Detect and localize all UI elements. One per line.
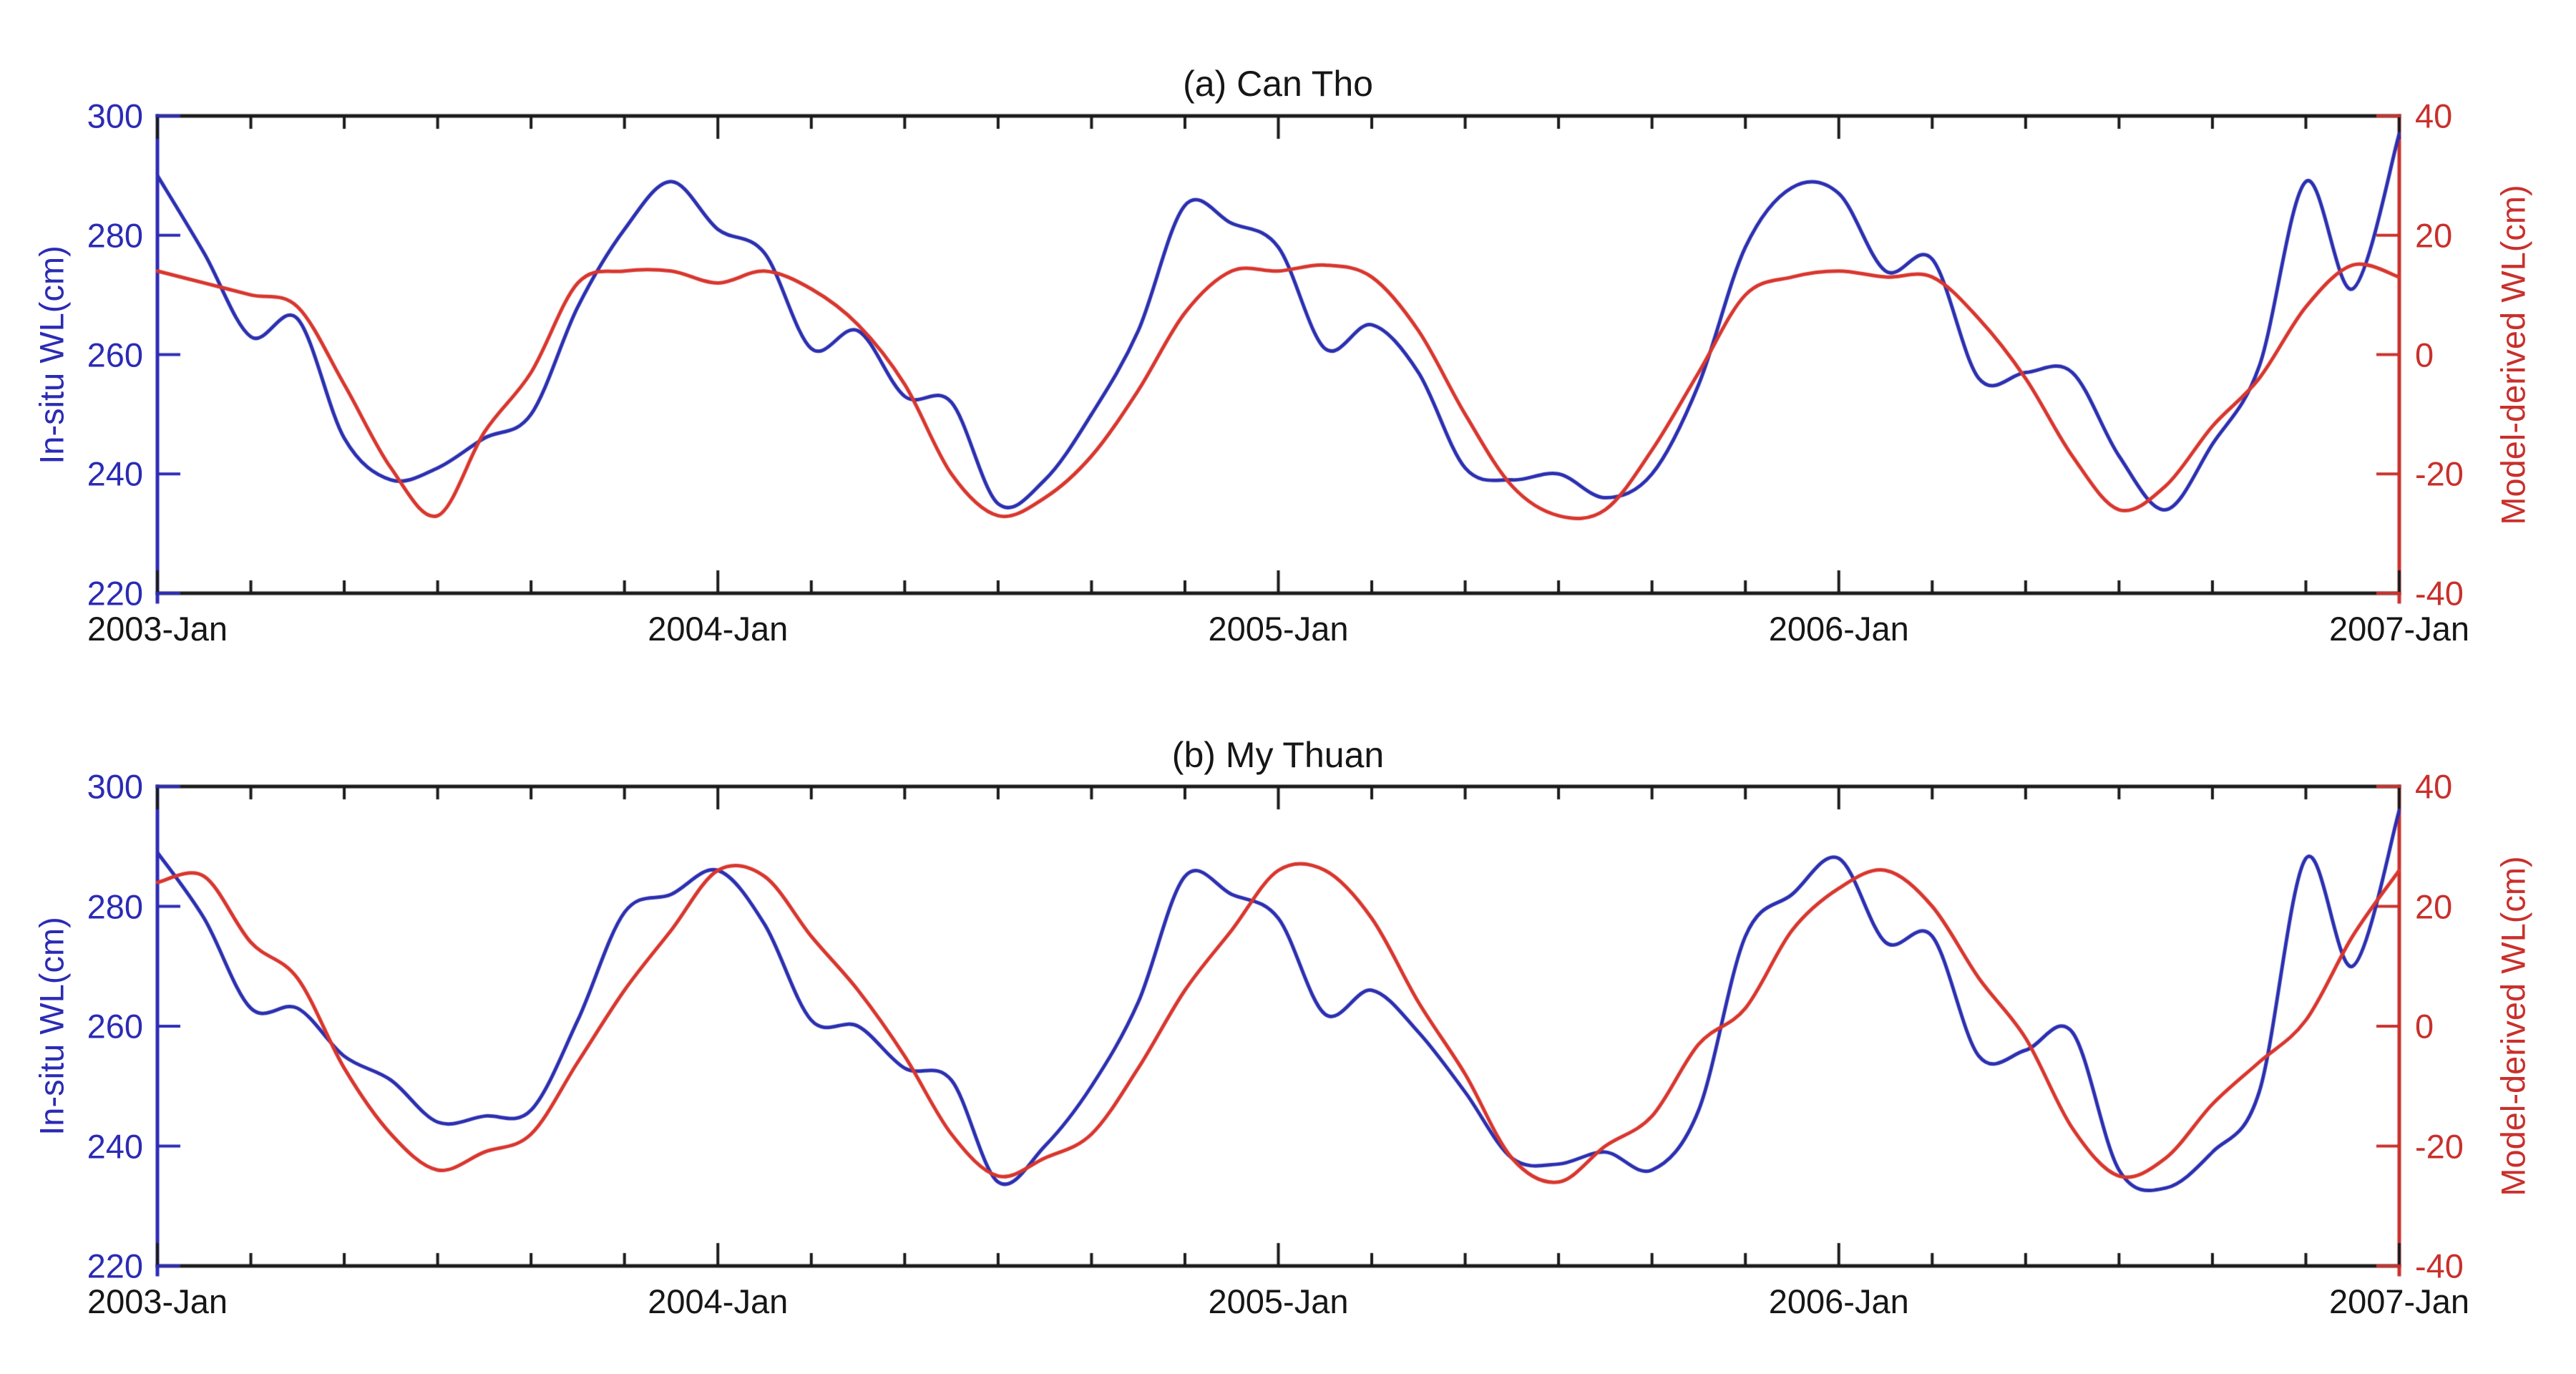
panel-a-left-tick-280: 280 (87, 216, 143, 255)
panel-a-left-tick-260: 260 (87, 336, 143, 374)
panel-a-x-tick-2004-Jan: 2004-Jan (648, 610, 789, 648)
panel-b-x-tick-2003-Jan: 2003-Jan (87, 1282, 228, 1320)
panel-b-right-tick--20: -20 (2415, 1127, 2464, 1165)
panel-a-x-tick-2005-Jan: 2005-Jan (1208, 610, 1349, 648)
panel-b-left-tick-280: 280 (87, 887, 143, 925)
panel-a-x-tick-2003-Jan: 2003-Jan (87, 610, 228, 648)
panel-b-x-tick-2005-Jan: 2005-Jan (1208, 1282, 1349, 1320)
panel-b-left-tick-220: 220 (87, 1247, 143, 1285)
panel-b-right-axis-label: Model-derived WL(cm) (2494, 856, 2532, 1197)
panel-a-right-tick--40: -40 (2415, 574, 2464, 613)
panel-b-x-tick-2006-Jan: 2006-Jan (1768, 1282, 1909, 1320)
panel-b-left-tick-240: 240 (87, 1127, 143, 1165)
panel-a-x-tick-2007-Jan: 2007-Jan (2329, 610, 2469, 648)
panel-a-title: (a) Can Tho (1183, 64, 1373, 104)
panel-a-right-tick-0: 0 (2415, 336, 2434, 374)
panel-a-right-tick-40: 40 (2415, 97, 2453, 135)
panel-b-right-tick-0: 0 (2415, 1007, 2434, 1046)
panel-a-right-tick-20: 20 (2415, 216, 2453, 255)
panel-b-x-tick-2004-Jan: 2004-Jan (648, 1282, 789, 1320)
panel-a-left-tick-300: 300 (87, 97, 143, 135)
panel-a-x-tick-2006-Jan: 2006-Jan (1768, 610, 1909, 648)
panel-a-left-tick-220: 220 (87, 574, 143, 613)
panel-b-right-tick-20: 20 (2415, 887, 2453, 925)
panel-b-x-tick-2007-Jan: 2007-Jan (2329, 1282, 2469, 1320)
panel-b-right-tick-40: 40 (2415, 767, 2453, 806)
panel-b-left-tick-300: 300 (87, 767, 143, 806)
panel-b-left-tick-260: 260 (87, 1007, 143, 1046)
panel-b-left-axis-label: In-situ WL(cm) (32, 917, 71, 1136)
panel-a-right-axis-label: Model-derived WL(cm) (2494, 185, 2532, 525)
panel-a-left-tick-240: 240 (87, 454, 143, 493)
panel-b-title: (b) My Thuan (1171, 735, 1385, 775)
panel-b-right-tick--40: -40 (2415, 1247, 2464, 1285)
panel-a-left-axis-label: In-situ WL(cm) (32, 245, 71, 464)
panel-a-right-tick--20: -20 (2415, 454, 2464, 493)
